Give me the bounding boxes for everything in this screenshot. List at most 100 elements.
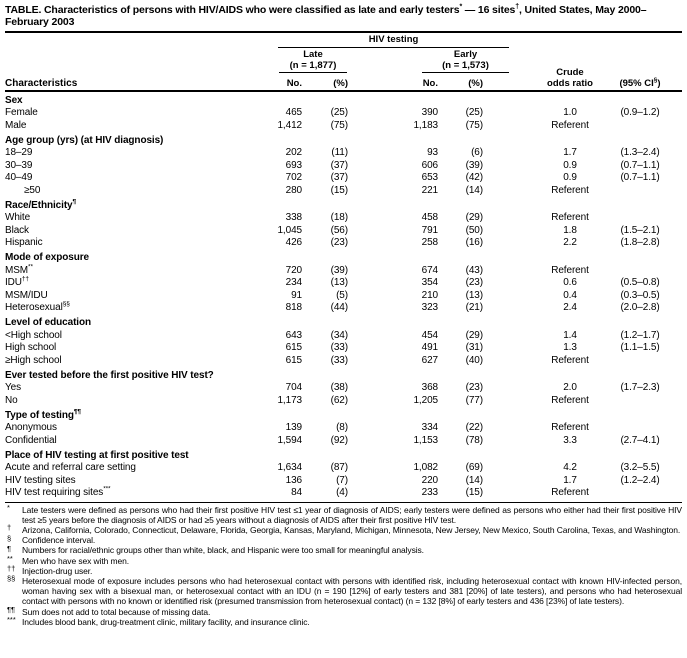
- cell-late-no: 643: [285, 329, 302, 341]
- cell-crude-odds-ratio: Referent: [551, 184, 589, 196]
- data-row: Female 465 (25) 390 (25) 1.0 (0.9–1.2): [5, 107, 682, 120]
- title-footnote-marker-dagger: †: [515, 3, 519, 11]
- row-label: Female: [5, 107, 38, 118]
- title-text-dates: , United States, May 2000–February 2003: [5, 4, 647, 28]
- column-header-characteristics: Characteristics: [5, 78, 78, 89]
- cell-early-no: 334: [421, 422, 438, 433]
- spanner-early: Early (n = 1,573): [422, 49, 509, 73]
- cell-gap: [483, 475, 527, 488]
- cell-crude-odds-ratio: 3.3: [563, 434, 577, 446]
- data-row: <High school 643 (34) 454 (29) 1.4 (1.2–1.7): [5, 330, 682, 343]
- title-text: TABLE. Characteristics of persons with H…: [5, 4, 460, 16]
- cell-late-pct: (92): [330, 434, 348, 446]
- footnote-marker: ¶¶: [73, 408, 81, 416]
- row-label: MSM/IDU: [5, 289, 48, 301]
- cell-late-no: 1,045: [277, 224, 302, 236]
- cell-early-pct: (25): [465, 107, 483, 118]
- cell-crude-odds-ratio: Referent: [551, 119, 589, 131]
- cell-crude-odds-ratio: Referent: [551, 212, 589, 223]
- cell-tail: [667, 355, 682, 368]
- row-label: Black: [5, 224, 29, 236]
- cell-early-pct: (22): [465, 422, 483, 433]
- cell-early-pct: (6): [471, 147, 483, 158]
- data-row: White 338 (18) 458 (29) Referent: [5, 212, 682, 225]
- footnote: ¶ Numbers for racial/ethnic groups other …: [5, 544, 682, 556]
- cell-late-no: 1,634: [277, 462, 302, 473]
- column-header-late-no: No.: [286, 78, 302, 89]
- title-footnote-marker-star: *: [459, 3, 463, 11]
- cell-late-pct: (33): [330, 342, 348, 353]
- cell-95ci: [613, 185, 667, 198]
- cell-early-pct: (23): [465, 277, 483, 288]
- data-row: ≥High school 615 (33) 627 (40) Referent: [5, 355, 682, 368]
- cell-early-pct: (39): [465, 159, 483, 171]
- cell-95ci: (2.7–4.1): [620, 434, 660, 446]
- cell-gap: [483, 382, 527, 395]
- footnote-text: Men who have sex with men.: [22, 555, 130, 566]
- section-label: Place of HIV testing at first positive t…: [5, 447, 682, 462]
- cell-early-no: 458: [421, 212, 438, 223]
- data-row: MSM/IDU 91 (5) 210 (13) 0.4 (0.3–0.5): [5, 290, 682, 303]
- cell-early-pct: (40): [465, 354, 483, 366]
- table-page: TABLE. Characteristics of persons with H…: [5, 3, 682, 627]
- cell-late-no: 1,173: [277, 394, 302, 406]
- row-label: Mode of exposure: [5, 252, 89, 263]
- cell-late-no: 720: [285, 264, 302, 276]
- cell-gap: [483, 355, 527, 368]
- early-n: (n = 1,573): [442, 59, 489, 71]
- cell-tail: [667, 185, 682, 198]
- cell-late-no: 84: [291, 487, 302, 498]
- section-label: Mode of exposure: [5, 250, 682, 265]
- cell-crude-odds-ratio: 1.8: [563, 224, 577, 236]
- cell-gap: [483, 422, 527, 435]
- cell-95ci: (0.3–0.5): [620, 289, 660, 301]
- cell-characteristic: Male: [5, 120, 270, 133]
- footnote-marker: **: [7, 554, 13, 564]
- cell-95ci: [613, 355, 667, 368]
- cell-early-no: 368: [421, 382, 438, 393]
- cell-late-pct: (39): [330, 264, 348, 276]
- early-label: Early: [453, 49, 478, 60]
- cell-gap: [483, 290, 527, 303]
- cell-gap: [483, 395, 527, 408]
- cell-gap: [483, 302, 527, 315]
- cell-late-no: 693: [285, 159, 302, 171]
- cell-characteristic: <High school: [5, 330, 270, 343]
- cell-late-pct: (13): [330, 277, 348, 288]
- column-header-early-pct: (%): [468, 78, 483, 89]
- footnote: *** Includes blood bank, drug-treatment c…: [5, 615, 682, 627]
- data-row: Black 1,045 (56) 791 (50) 1.8 (1.5–2.1): [5, 225, 682, 238]
- section-row: Place of HIV testing at first positive t…: [5, 447, 682, 462]
- row-label: Hispanic: [5, 237, 43, 248]
- row-label: Acute and referral care setting: [5, 462, 136, 473]
- row-label: Age group (yrs) (at HIV diagnosis): [5, 134, 164, 146]
- cell-characteristic: MSM/IDU: [5, 290, 270, 303]
- spanner-hiv-testing: HIV testing: [278, 34, 509, 48]
- cell-gap: [483, 185, 527, 198]
- column-header-95ci: (95% CI§): [613, 77, 667, 89]
- cell-95ci: (0.5–0.8): [620, 277, 660, 288]
- data-row: Confidential 1,594 (92) 1,153 (78) 3.3 (2.7–4.…: [5, 435, 682, 448]
- cell-early-pct: (21): [465, 302, 483, 313]
- cell-95ci: [613, 265, 667, 278]
- row-label: <High school: [5, 329, 62, 341]
- cell-gap: [483, 342, 527, 355]
- section-row: Age group (yrs) (at HIV diagnosis): [5, 132, 682, 147]
- cell-characteristic: 30–39: [5, 160, 270, 173]
- row-label: 40–49: [5, 172, 33, 183]
- cell-late-no: 818: [285, 302, 302, 313]
- ci-prefix: (95% CI: [619, 78, 654, 89]
- cell-early-pct: (77): [465, 394, 483, 406]
- footnotes: * Late testers were defined as persons wh…: [5, 503, 682, 627]
- data-row: No 1,173 (62) 1,205 (77) Referent: [5, 395, 682, 408]
- cell-late-pct: (37): [330, 159, 348, 171]
- cell-late-no: 136: [285, 474, 302, 486]
- cell-late-pct: (11): [331, 147, 348, 158]
- cell-early-pct: (42): [465, 172, 483, 183]
- cell-late-pct: (44): [330, 302, 348, 313]
- footnote-marker: †: [7, 523, 12, 533]
- cell-early-pct: (75): [465, 119, 483, 131]
- data-row: HIV test requiring sites*** 84 (4) 233 (15) R…: [5, 486, 682, 500]
- cell-late-pct: (38): [330, 382, 348, 393]
- cell-early-no: 627: [421, 354, 438, 366]
